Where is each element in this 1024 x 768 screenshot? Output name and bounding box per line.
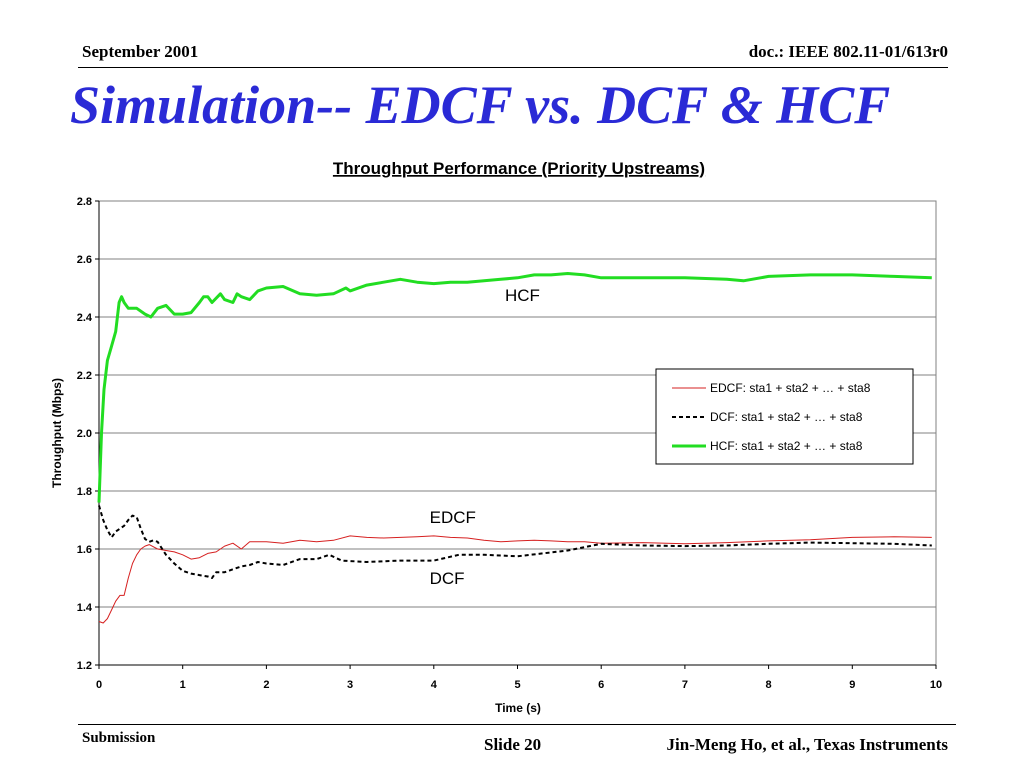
- y-axis-label: Throughput (Mbps): [50, 378, 64, 488]
- y-tick-label: 2.2: [77, 370, 92, 382]
- x-tick-label: 8: [766, 679, 772, 691]
- y-tick-label: 2.0: [77, 428, 92, 440]
- y-tick-label: 2.4: [77, 312, 93, 324]
- legend-box: [655, 368, 914, 465]
- y-tick-label: 1.2: [77, 660, 92, 672]
- y-tick-label: 1.4: [77, 602, 93, 614]
- x-tick-label: 4: [431, 679, 438, 691]
- y-tick-label: 2.8: [77, 196, 92, 208]
- x-axis-label: Time (s): [495, 701, 541, 715]
- slide-title: Simulation-- EDCF vs. DCF & HCF: [70, 75, 891, 135]
- x-tick-label: 6: [598, 679, 604, 691]
- y-tick-label: 1.8: [77, 486, 92, 498]
- header-date: September 2001: [82, 42, 199, 61]
- x-tick-label: 5: [514, 679, 520, 691]
- x-tick-label: 3: [347, 679, 353, 691]
- grid-lines: [99, 258, 936, 608]
- dcf-series-line: [98, 505, 932, 579]
- edcf-annotation: EDCF: [430, 508, 476, 527]
- footer-slide-number: Slide 20: [484, 735, 542, 754]
- legend-entry-dcf-label: DCF: sta1 + sta2 + … + sta8: [710, 410, 863, 424]
- series-lines: [97, 272, 932, 624]
- header-doc-id: doc.: IEEE 802.11-01/613r0: [748, 42, 948, 61]
- legend-entry-edcf-label: EDCF: sta1 + sta2 + … + sta8: [710, 381, 871, 395]
- chart-title: Throughput Performance (Priority Upstrea…: [333, 159, 705, 178]
- edcf-series-line: [98, 535, 932, 624]
- y-tick-label: 1.6: [77, 544, 92, 556]
- x-tick-label: 10: [930, 679, 942, 691]
- x-tick-label: 2: [263, 679, 269, 691]
- x-tick-label: 7: [682, 679, 688, 691]
- x-tick-label: 1: [180, 679, 186, 691]
- dcf-annotation: DCF: [430, 569, 465, 588]
- header-rule: [78, 67, 948, 68]
- footer-submission: Submission: [82, 730, 156, 746]
- footer-author: Jin-Meng Ho, et al., Texas Instruments: [666, 735, 948, 754]
- footer-rule: [78, 724, 956, 725]
- axes: 1.2 1.4 1.6 1.8 2.0 2.2 2.4 2.6 2.8 0 1 2 3 4 5 6 7 8 9 10: [77, 196, 942, 691]
- x-tick-label: 0: [96, 679, 102, 691]
- y-tick-label: 2.6: [77, 254, 92, 266]
- annotations: HCF EDCF DCF: [430, 286, 540, 588]
- legend: EDCF: sta1 + sta2 + … + sta8 DCF: sta1 + …: [655, 368, 914, 465]
- x-tick-label: 9: [849, 679, 855, 691]
- hcf-annotation: HCF: [505, 286, 540, 305]
- legend-entry-hcf-label: HCF: sta1 + sta2 + … + sta8: [710, 439, 863, 453]
- hcf-series-line: [97, 272, 932, 503]
